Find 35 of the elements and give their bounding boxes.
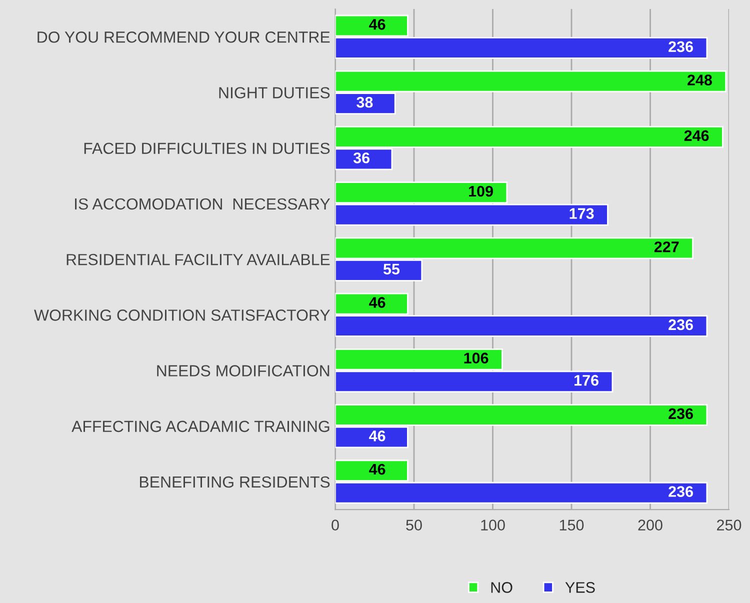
data-label: 236 <box>668 319 693 330</box>
x-tick-label: 150 <box>560 520 584 530</box>
data-label: 248 <box>687 74 712 86</box>
y-tick-label: AFFECTING ACADAMIC TRAINING <box>72 420 330 432</box>
data-label: 227 <box>654 241 679 252</box>
data-label: 109 <box>469 186 493 197</box>
x-tick-label: 0 <box>332 520 339 530</box>
x-tick-label: 200 <box>638 520 662 530</box>
data-label: 173 <box>570 208 594 219</box>
data-label: 36 <box>353 152 370 164</box>
legend-label: NO <box>491 582 512 593</box>
y-tick-label: IS ACCOMODATION NECESSARY <box>75 198 330 210</box>
x-tick-label: 100 <box>481 520 505 530</box>
y-tick-label: NIGHT DUTIES <box>219 87 330 98</box>
legend-label: YES <box>565 582 595 593</box>
data-label: 46 <box>369 297 386 308</box>
y-tick-label: WORKING CONDITION SATISFACTORY <box>34 310 330 321</box>
data-label: 236 <box>668 408 693 420</box>
x-tick-label: 250 <box>717 520 742 530</box>
y-tick-label: NEEDS MODIFICATION <box>157 365 330 376</box>
data-label: 46 <box>369 19 386 30</box>
y-tick-label: RESIDENTIAL FACILITY AVAILABLE <box>66 254 330 266</box>
data-label: 176 <box>574 374 598 386</box>
data-label: 38 <box>356 96 373 108</box>
data-label: 46 <box>369 464 386 475</box>
data-label: 106 <box>464 352 488 364</box>
y-tick-label: DO YOU RECOMMEND YOUR CENTRE <box>38 31 330 43</box>
y-tick-label: BENEFITING RESIDENTS <box>140 476 330 488</box>
data-label: 246 <box>684 130 709 142</box>
data-label: 55 <box>383 264 400 275</box>
x-tick-label: 50 <box>406 520 422 530</box>
y-tick-label: FACED DIFFICULTIES IN DUTIES <box>84 142 330 154</box>
data-label: 236 <box>668 486 693 497</box>
data-label: 236 <box>668 41 693 52</box>
data-label: 46 <box>369 430 386 442</box>
